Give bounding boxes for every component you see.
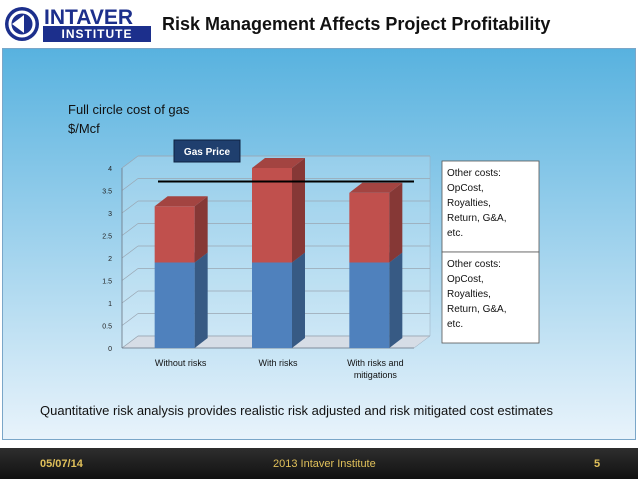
y-tick-label: 3.5 xyxy=(102,189,112,196)
slide-footer: 05/07/14 2013 Intaver Institute 5 xyxy=(0,448,638,479)
gas-price-label-box xyxy=(173,139,241,163)
bar-top xyxy=(154,196,208,207)
slide-caption: Quantitative risk analysis provides real… xyxy=(40,403,553,418)
bar-front xyxy=(349,262,390,348)
footer-page-number: 5 xyxy=(594,458,601,470)
y-tick-label: 0 xyxy=(108,346,112,353)
bar-top xyxy=(349,182,403,193)
y-gridline-side xyxy=(121,268,139,281)
bar-front xyxy=(154,262,195,348)
bar-side xyxy=(389,182,403,263)
cost-annotation-text: Royalties, xyxy=(447,198,491,209)
cost-annotation-text: etc. xyxy=(447,319,463,330)
y-gridline-side xyxy=(121,178,139,191)
chart-title: Full circle cost of gas xyxy=(68,102,190,117)
y-gridline-side xyxy=(121,313,139,326)
footer-date: 05/07/14 xyxy=(40,458,83,470)
y-gridline-side xyxy=(121,223,139,236)
cost-annotation-text: OpCost, xyxy=(447,274,484,285)
cost-annotation-text: Other costs: xyxy=(447,168,501,179)
y-tick-label: 2.5 xyxy=(102,234,112,241)
bar-side xyxy=(292,158,305,263)
slide-header: INTAVER INSTITUTE Risk Management Affect… xyxy=(0,0,638,48)
y-tick-label: 1.5 xyxy=(102,279,112,286)
plot-area: 0 0.5 1 1.5 2 2.5 3 3.5 4 Without risks With risks… xyxy=(102,139,540,380)
y-tick-label: 2 xyxy=(108,256,112,263)
intaver-logo: INTAVER INSTITUTE xyxy=(5,6,151,42)
x-tick-label: With risks and xyxy=(347,358,404,368)
bar-front xyxy=(252,262,292,348)
y-gridline-side xyxy=(121,335,139,349)
slide-title: Risk Management Affects Project Profitab… xyxy=(162,14,551,34)
y-tick-label: 0.5 xyxy=(102,324,112,331)
cost-annotation-text: Royalties, xyxy=(447,289,491,300)
cost-annotation-text: etc. xyxy=(447,228,463,239)
x-tick-label: mitigations xyxy=(354,370,398,380)
y-tick-label: 3 xyxy=(108,211,112,218)
bar-front xyxy=(252,168,292,263)
cost-annotation-box xyxy=(441,251,540,344)
y-gridline-side xyxy=(121,245,139,259)
cost-annotation-text: OpCost, xyxy=(447,183,484,194)
bar-top xyxy=(252,158,305,168)
gas-price-label: Gas Price xyxy=(184,147,231,158)
y-gridline-side xyxy=(121,290,139,304)
logo-text-top: INTAVER xyxy=(44,6,133,29)
y-gridline-side xyxy=(121,200,139,214)
bar-front xyxy=(349,192,390,263)
bar-side xyxy=(292,252,305,348)
y-gridline-side xyxy=(121,155,139,169)
footer-copyright: 2013 Intaver Institute xyxy=(273,458,376,470)
logo-text-bottom: INSTITUTE xyxy=(62,27,133,41)
y-tick-label: 1 xyxy=(108,301,112,308)
y-tick-label: 4 xyxy=(108,166,112,173)
cost-annotation-text: Return, G&A, xyxy=(447,304,506,315)
chart-ylabel: $/Mcf xyxy=(68,121,100,136)
cost-annotation-text: Other costs: xyxy=(447,259,501,270)
bar-front xyxy=(154,206,195,263)
x-tick-label: With risks xyxy=(259,358,298,368)
cost-annotation-text: Return, G&A, xyxy=(447,213,506,224)
x-tick-label: Without risks xyxy=(155,358,207,368)
bar-side xyxy=(194,196,208,263)
bar-side xyxy=(194,252,208,348)
bar-side xyxy=(389,252,403,348)
cost-annotation-box xyxy=(441,160,540,253)
